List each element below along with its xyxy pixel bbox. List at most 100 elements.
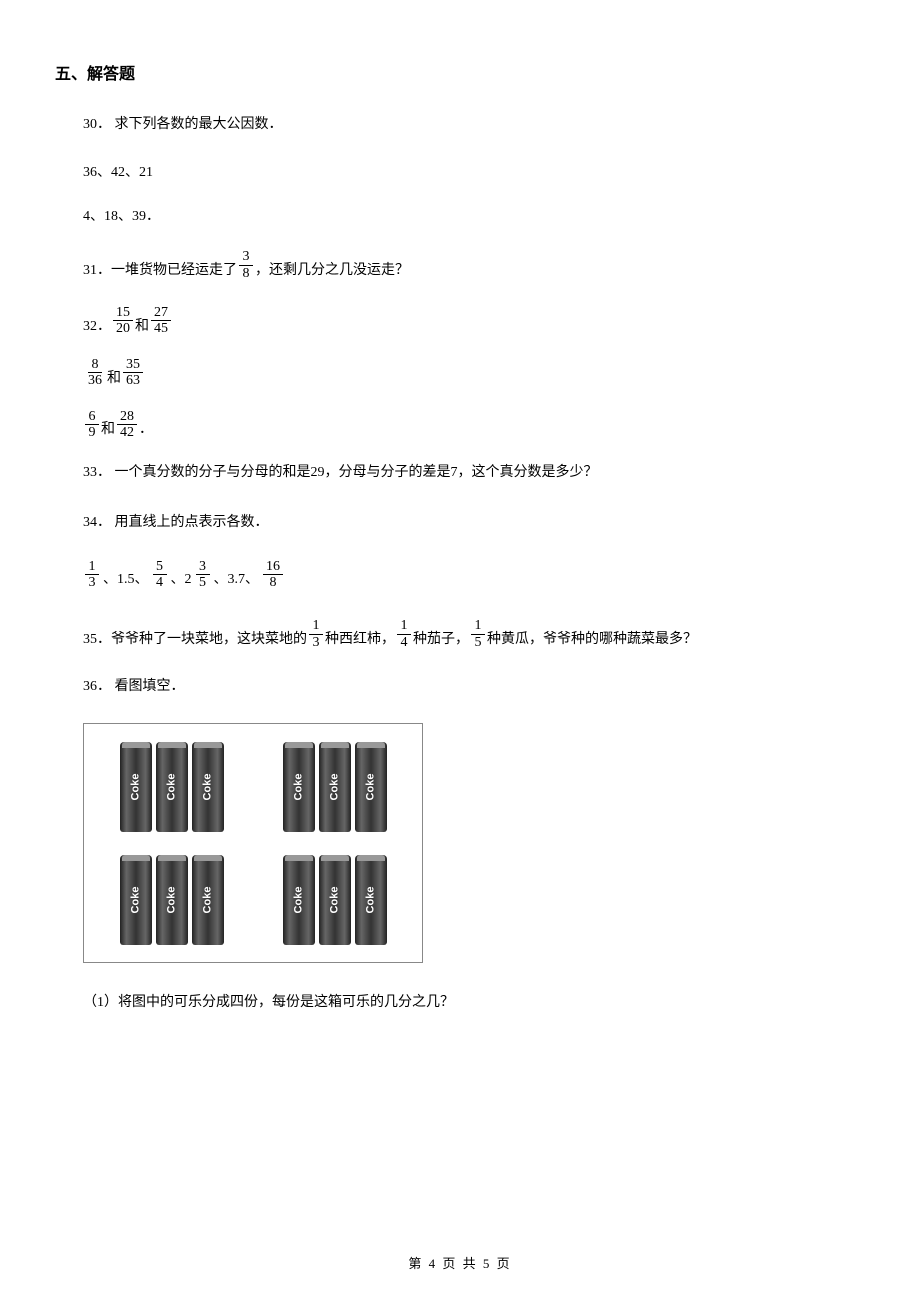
section-heading: 五、解答题	[55, 60, 865, 84]
fraction-numerator: 3	[196, 559, 210, 575]
coke-can-icon: Coke	[319, 855, 351, 945]
q35-f3: 1 5	[471, 618, 485, 650]
coke-can-icon: Coke	[192, 855, 224, 945]
fraction-denominator: 5	[196, 575, 210, 590]
q35-t4: 种黄瓜，爷爷种的哪种蔬菜最多？	[487, 628, 697, 650]
fraction-numerator: 3	[239, 249, 253, 265]
can-label: Coke	[329, 886, 341, 913]
q30-line1: 36、42、21	[83, 161, 865, 181]
can-label: Coke	[365, 773, 377, 800]
q32-tail: ．	[139, 418, 153, 440]
fraction-denominator: 3	[309, 635, 323, 650]
q31-num: 31．	[83, 259, 111, 281]
fraction-denominator: 4	[153, 575, 167, 590]
q32-frac-3b: 28 42	[117, 409, 137, 441]
fraction-denominator: 5	[471, 635, 485, 650]
q36-num: 36．	[83, 679, 111, 694]
coke-can-icon: Coke	[192, 742, 224, 832]
coke-can-icon: Coke	[283, 855, 315, 945]
fraction-numerator: 6	[85, 409, 99, 425]
q30-text: 求下列各数的最大公因数．	[115, 117, 283, 132]
fraction-denominator: 8	[266, 575, 280, 590]
q35-num: 35．	[83, 628, 111, 650]
fraction-denominator: 36	[85, 373, 105, 388]
fraction-numerator: 16	[263, 559, 283, 575]
can-label: Coke	[130, 773, 142, 800]
q36-text: 看图填空．	[115, 679, 185, 694]
q32-frac-1a: 15 20	[113, 305, 133, 337]
fraction-numerator: 35	[123, 357, 143, 373]
q31-frac: 3 8	[239, 249, 253, 281]
can-group: Coke Coke Coke	[259, 849, 410, 950]
q31-post: ，还剩几分之几没运走？	[255, 259, 409, 281]
q32-frac-1b: 27 45	[151, 305, 171, 337]
can-label: Coke	[166, 886, 178, 913]
can-group: Coke Coke Coke	[96, 736, 247, 837]
can-label: Coke	[365, 886, 377, 913]
question-32-line2: 8 36 和 35 63	[83, 357, 865, 389]
q33-num: 33．	[83, 465, 111, 480]
q32-num: 32．	[83, 315, 111, 337]
can-label: Coke	[293, 886, 305, 913]
fraction-denominator: 3	[85, 575, 99, 590]
fraction-numerator: 1	[471, 618, 485, 634]
fraction: 54	[153, 559, 167, 591]
q35-t2: 种西红柿，	[325, 628, 395, 650]
fraction-denominator: 42	[117, 425, 137, 440]
fraction-numerator: 5	[153, 559, 167, 575]
question-30: 30． 求下列各数的最大公因数．	[83, 112, 865, 137]
coke-image-box: CokeCokeCokeCokeCokeCokeCokeCokeCokeCoke…	[83, 723, 423, 963]
coke-can-icon: Coke	[156, 742, 188, 832]
can-label: Coke	[202, 886, 214, 913]
can-group: CokeCokeCoke	[259, 736, 410, 837]
question-36: 36． 看图填空．	[83, 674, 865, 699]
q32-mid3: 和	[101, 418, 115, 440]
q32-mid2: 和	[107, 367, 121, 389]
q35-t3: 种茄子，	[413, 628, 469, 650]
fraction-denominator: 4	[397, 635, 411, 650]
can-label: Coke	[130, 886, 142, 913]
coke-can-icon: Coke	[355, 855, 387, 945]
can-label: Coke	[166, 773, 178, 800]
coke-can-icon: Coke	[319, 742, 351, 832]
fraction-denominator: 63	[123, 373, 143, 388]
q34-num: 34．	[83, 515, 111, 530]
fraction-numerator: 1	[85, 559, 99, 575]
fraction-numerator: 27	[151, 305, 171, 321]
q32-frac-2b: 35 63	[123, 357, 143, 389]
fraction: 35	[196, 559, 210, 591]
fraction-numerator: 28	[117, 409, 137, 425]
fraction-denominator: 20	[113, 321, 133, 336]
question-31: 31． 一堆货物已经运走了 3 8 ，还剩几分之几没运走？	[83, 249, 865, 281]
fraction-denominator: 45	[151, 321, 171, 336]
q36-sub1: （1）将图中的可乐分成四份，每份是这箱可乐的几分之几？	[83, 991, 865, 1011]
can-label: Coke	[202, 773, 214, 800]
fraction: 168	[263, 559, 283, 591]
q31-pre: 一堆货物已经运走了	[111, 259, 237, 281]
q30-line2: 4、18、39．	[83, 205, 865, 225]
can-label: Coke	[329, 773, 341, 800]
question-35: 35． 爷爷种了一块菜地，这块菜地的 1 3 种西红柿， 1 4 种茄子， 1 …	[83, 618, 865, 650]
question-32-line3: 6 9 和 28 42 ．	[83, 409, 865, 441]
q32-mid1: 和	[135, 315, 149, 337]
fraction-numerator: 8	[88, 357, 102, 373]
q35-t1: 爷爷种了一块菜地，这块菜地的	[111, 628, 307, 650]
q32-frac-3a: 6 9	[85, 409, 99, 441]
coke-can-icon: Coke	[355, 742, 387, 832]
q34-text-segment: 、3.7、	[214, 568, 260, 590]
q34-text-segment: 、1.5、	[103, 568, 149, 590]
q34-values: 13、1.5、54、235、3.7、168	[83, 559, 865, 591]
fraction-numerator: 1	[397, 618, 411, 634]
fraction-numerator: 1	[309, 618, 323, 634]
coke-can-icon: Coke	[156, 855, 188, 945]
question-32-line1: 32． 15 20 和 27 45	[83, 305, 865, 337]
q34-text-segment: 、2	[171, 568, 192, 590]
fraction: 13	[85, 559, 99, 591]
q32-frac-2a: 8 36	[85, 357, 105, 389]
question-33: 33． 一个真分数的分子与分母的和是29，分母与分子的差是7，这个真分数是多少？	[83, 460, 865, 485]
q30-num: 30．	[83, 117, 111, 132]
q35-f1: 1 3	[309, 618, 323, 650]
q35-f2: 1 4	[397, 618, 411, 650]
q33-text: 一个真分数的分子与分母的和是29，分母与分子的差是7，这个真分数是多少？	[115, 465, 598, 480]
can-group: Coke Coke Coke	[96, 849, 247, 950]
